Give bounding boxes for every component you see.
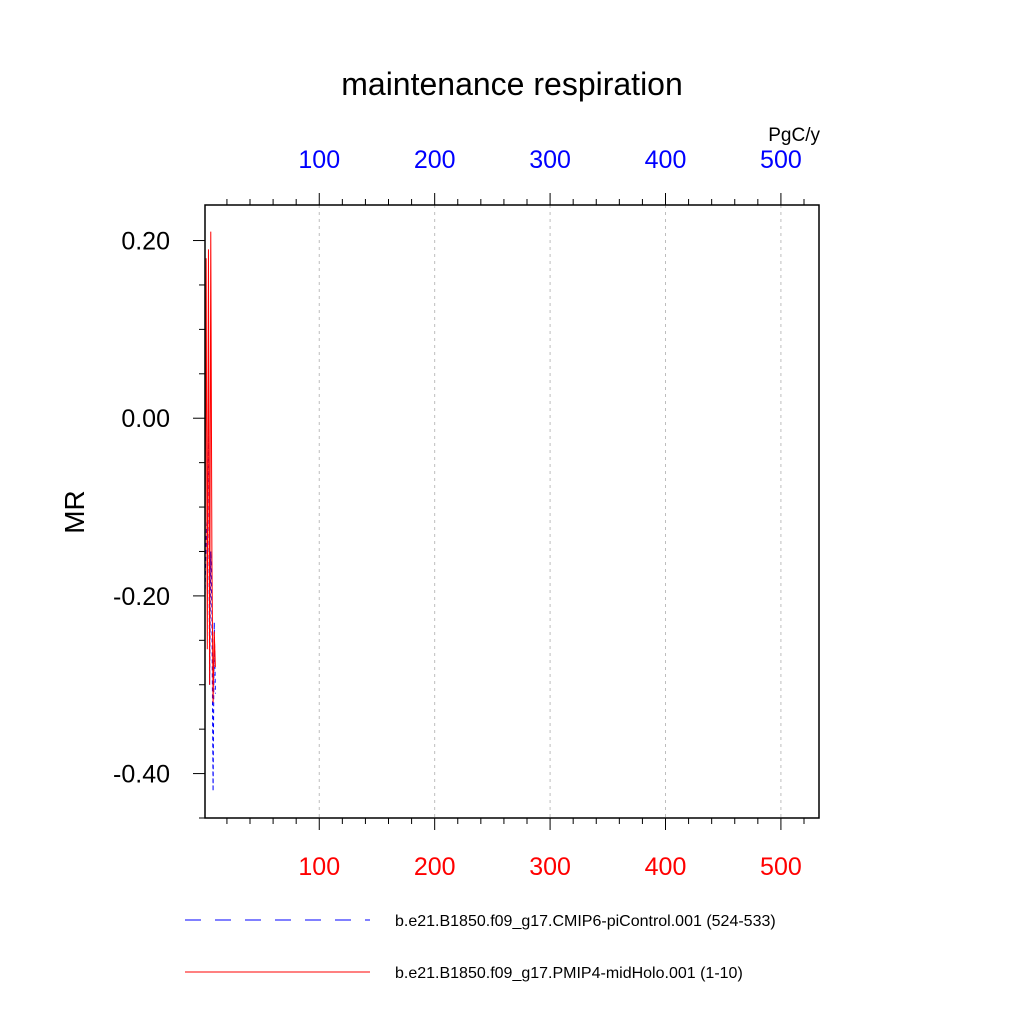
y-tick-label: 0.00 <box>121 405 170 433</box>
y-tick-label: 0.20 <box>121 228 170 256</box>
tick-labels: 100 100 200 200 300 300 400 400 500 500 0.20 0.00 -0… <box>113 146 802 881</box>
top-axis-unit: PgC/y <box>768 125 820 146</box>
x-tick-label-top: 400 <box>645 146 687 174</box>
gridlines <box>318 205 782 818</box>
chart-title: maintenance respiration <box>341 66 683 102</box>
x-tick-label-bottom: 300 <box>529 853 571 881</box>
series-line-2 <box>204 231 216 703</box>
x-tick-label-top: 100 <box>298 146 340 174</box>
x-tick-label-bottom: 500 <box>760 853 802 881</box>
x-tick-label-top: 200 <box>414 146 456 174</box>
x-tick-label-bottom: 100 <box>298 853 340 881</box>
legend: b.e21.B1850.f09_g17.CMIP6-piControl.001 … <box>185 913 776 982</box>
x-tick-label-bottom: 200 <box>414 853 456 881</box>
legend-label-1: b.e21.B1850.f09_g17.CMIP6-piControl.001 … <box>395 913 776 930</box>
y-tick-label: -0.40 <box>113 761 170 789</box>
legend-label-2: b.e21.B1850.f09_g17.PMIP4-midHolo.001 (1… <box>395 965 743 982</box>
x-tick-label-top: 300 <box>529 146 571 174</box>
y-axis-label: MR <box>59 490 90 534</box>
plot-frame <box>204 204 820 819</box>
series-lines <box>204 231 216 792</box>
x-tick-label-top: 500 <box>760 146 802 174</box>
axis-ticks <box>193 193 805 830</box>
x-tick-label-bottom: 400 <box>645 853 687 881</box>
y-tick-label: -0.20 <box>113 583 170 611</box>
